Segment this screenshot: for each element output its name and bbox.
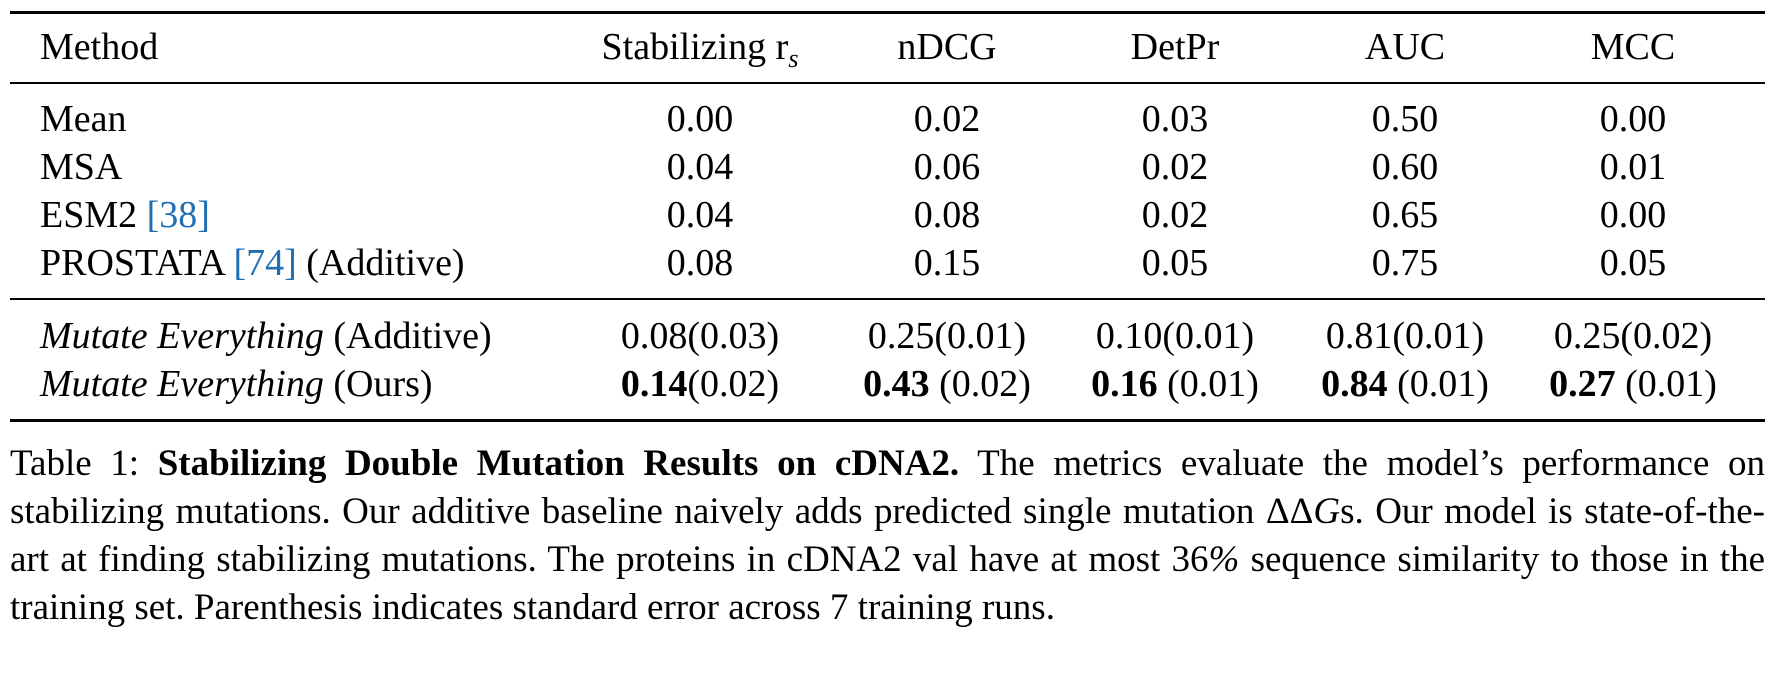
caption-g: G — [1313, 491, 1341, 532]
header-mcc: MCC — [1590, 26, 1676, 68]
row-esm2-mcc: 0.00 — [1599, 194, 1667, 236]
table-bottom-rule — [10, 419, 1765, 422]
std-error: (0.03) — [687, 315, 780, 357]
row-mean-detpr: 0.03 — [1141, 98, 1209, 140]
row-additive-name: Mutate Everything — [40, 315, 324, 357]
row-ours-stabilizing: 0.14(0.02) — [621, 362, 779, 406]
row-ours-method: Mutate Everything (Ours) — [40, 362, 433, 406]
row-prostata-stabilizing: 0.08 — [666, 242, 734, 284]
std-error: (0.02) — [687, 363, 780, 405]
row-msa-mcc: 0.01 — [1599, 146, 1667, 188]
row-msa-stabilizing: 0.04 — [666, 146, 734, 188]
row-msa-ndcg: 0.06 — [913, 146, 981, 188]
header-detpr: DetPr — [1130, 26, 1220, 68]
header-stabilizing-subscript: s — [788, 44, 799, 73]
value: 0.25 — [1553, 315, 1621, 357]
row-additive-mcc: 0.25(0.02) — [1554, 314, 1712, 358]
row-ours-ndcg: 0.43 (0.02) — [863, 362, 1031, 406]
value-bold: 0.14 — [620, 363, 688, 405]
value-bold: 0.43 — [863, 363, 930, 405]
row-additive-ndcg: 0.25(0.01) — [868, 314, 1026, 358]
std-error: (0.01) — [1615, 363, 1717, 405]
row-additive-auc: 0.81(0.01) — [1326, 314, 1484, 358]
caption-delta: ΔΔ — [1265, 491, 1314, 532]
row-additive-stabilizing: 0.08(0.03) — [621, 314, 779, 358]
row-prostata-method: PROSTATA [74] (Additive) — [40, 241, 465, 285]
std-error: (0.02) — [929, 363, 1031, 405]
row-ours-name: Mutate Everything — [40, 363, 324, 405]
header-stabilizing-rs: Stabilizing rs — [602, 25, 799, 73]
caption-text-1: The metrics evaluate the model’s perform… — [10, 443, 1766, 532]
row-mean-ndcg: 0.02 — [913, 98, 981, 140]
std-error: (0.01) — [1392, 315, 1485, 357]
row-msa-detpr: 0.02 — [1141, 146, 1209, 188]
value: 0.08 — [620, 315, 688, 357]
value: 0.81 — [1325, 315, 1393, 357]
std-error: (0.01) — [1157, 363, 1259, 405]
row-prostata-detpr: 0.05 — [1141, 242, 1209, 284]
row-esm2-ndcg: 0.08 — [913, 194, 981, 236]
row-additive-method: Mutate Everything (Additive) — [40, 314, 492, 358]
std-error: (0.01) — [1387, 363, 1489, 405]
caption-text-3: sequence similarity to those in the trai… — [10, 539, 1765, 628]
row-esm2-method: ESM2 [38] — [40, 193, 210, 237]
std-error: (0.01) — [1162, 315, 1255, 357]
row-ours-detpr: 0.16 (0.01) — [1091, 362, 1259, 406]
row-esm2-stabilizing: 0.04 — [666, 194, 734, 236]
row-prostata-mcc: 0.05 — [1599, 242, 1667, 284]
row-esm2-name: ESM2 — [40, 194, 147, 236]
row-prostata-auc: 0.75 — [1371, 242, 1439, 284]
row-esm2-detpr: 0.02 — [1141, 194, 1209, 236]
row-prostata-ndcg: 0.15 — [913, 242, 981, 284]
header-auc: AUC — [1364, 26, 1446, 68]
value: 0.10 — [1095, 315, 1163, 357]
row-additive-suffix: (Additive) — [323, 315, 492, 357]
row-ours-mcc: 0.27 (0.01) — [1549, 362, 1717, 406]
row-mean-mcc: 0.00 — [1599, 98, 1667, 140]
row-msa-method: MSA — [40, 146, 123, 188]
row-additive-detpr: 0.10(0.01) — [1096, 314, 1254, 358]
header-method: Method — [40, 26, 159, 68]
row-prostata-name: PROSTATA — [40, 242, 234, 284]
caption-title: Stabilizing Double Mutation Results on c… — [157, 443, 960, 484]
table-header-rule — [10, 82, 1765, 84]
value-bold: 0.16 — [1091, 363, 1158, 405]
value-bold: 0.27 — [1549, 363, 1616, 405]
table-caption: Table 1: Stabilizing Double Mutation Res… — [10, 440, 1765, 632]
row-mean-method: Mean — [40, 98, 127, 140]
caption-percent: % — [1208, 539, 1240, 580]
table-top-rule — [10, 11, 1765, 14]
value: 0.25 — [867, 315, 935, 357]
citation-link-38[interactable]: [38] — [146, 194, 210, 236]
value-bold: 0.84 — [1321, 363, 1388, 405]
citation-link-74[interactable]: [74] — [233, 242, 297, 284]
header-stabilizing-base: Stabilizing r — [601, 26, 789, 68]
row-mean-auc: 0.50 — [1371, 98, 1439, 140]
std-error: (0.02) — [1620, 315, 1713, 357]
row-msa-auc: 0.60 — [1371, 146, 1439, 188]
table-section-rule — [10, 298, 1765, 300]
row-esm2-auc: 0.65 — [1371, 194, 1439, 236]
row-ours-suffix: (Ours) — [323, 363, 433, 405]
header-ndcg: nDCG — [897, 26, 997, 68]
row-prostata-suffix: (Additive) — [296, 242, 465, 284]
row-mean-stabilizing: 0.00 — [666, 98, 734, 140]
caption-text-2: s. Our model is state-of-the-art at find… — [10, 491, 1765, 580]
std-error: (0.01) — [934, 315, 1027, 357]
row-ours-auc: 0.84 (0.01) — [1321, 362, 1489, 406]
caption-label: Table 1: — [10, 443, 158, 484]
